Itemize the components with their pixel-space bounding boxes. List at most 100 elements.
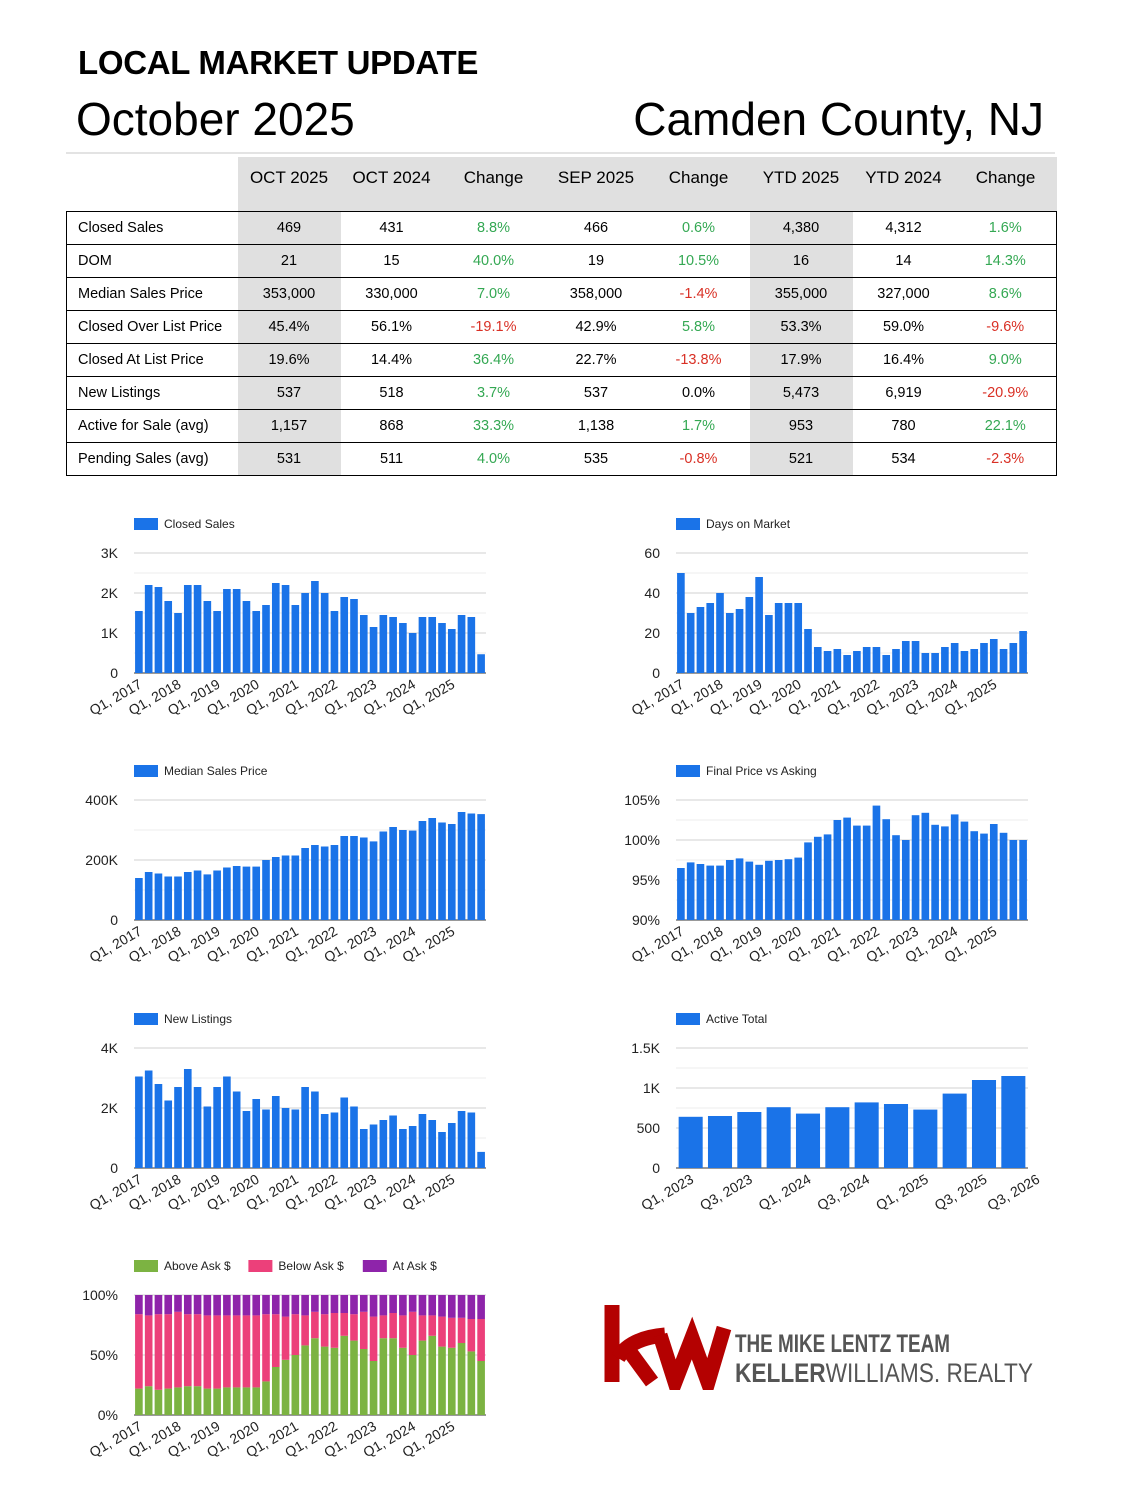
bar xyxy=(1009,643,1018,673)
bar xyxy=(271,583,280,673)
bar xyxy=(418,821,427,920)
bar xyxy=(1009,840,1018,920)
column-header: Change xyxy=(647,157,750,199)
change-cell: 36.4% xyxy=(442,343,545,377)
bar xyxy=(174,613,182,673)
table-row: Closed Over List Price 45.4% 56.1% -19.1% 42… xyxy=(66,310,1057,344)
bar-segment xyxy=(135,1314,143,1389)
legend-label: Below Ask $ xyxy=(278,1259,344,1273)
value-cell: 537 xyxy=(237,376,341,410)
y-tick-label: 1.5K xyxy=(631,1040,660,1056)
bar-segment xyxy=(477,1319,485,1361)
bar xyxy=(971,1080,997,1168)
bar-segment xyxy=(213,1388,221,1415)
bar-segment xyxy=(203,1315,212,1389)
change-cell: 40.0% xyxy=(442,244,545,278)
bar xyxy=(467,617,476,673)
brokerage-realty: . REALTY xyxy=(934,1358,1033,1388)
bar xyxy=(271,857,280,920)
bar-segment xyxy=(350,1295,358,1315)
bar xyxy=(941,647,949,673)
bar-segment xyxy=(174,1387,182,1415)
change-cell: 8.8% xyxy=(442,211,545,245)
y-tick-label: 90% xyxy=(632,912,660,928)
bar xyxy=(892,649,900,673)
y-tick-label: 1K xyxy=(643,1080,661,1096)
report-county: Camden County, NJ xyxy=(633,93,1044,145)
table-row: Pending Sales (avg) 531 511 4.0% 535 -0.8% 521… xyxy=(66,442,1057,476)
value-cell: 4,312 xyxy=(852,211,955,245)
value-cell: 42.9% xyxy=(544,310,648,344)
keller-williams-logo: THE MIKE LENTZ TEAM KELLERWILLIAMS. REAL… xyxy=(600,1300,1050,1406)
bar xyxy=(960,651,969,673)
bar-segment xyxy=(144,1315,153,1387)
bar xyxy=(477,654,485,673)
bar-segment xyxy=(135,1388,143,1415)
bar xyxy=(862,647,871,673)
bar xyxy=(911,641,920,673)
bar xyxy=(330,845,339,920)
bar xyxy=(467,813,476,920)
value-cell: 868 xyxy=(340,409,443,443)
median-sales-price-chart: Median Sales Price 0 200K 400K Q1, 2017 Q1, 2… xyxy=(66,752,506,982)
value-cell: 327,000 xyxy=(852,277,955,311)
bar xyxy=(813,647,822,673)
bar xyxy=(379,1120,388,1168)
bar-segment xyxy=(301,1345,309,1415)
bar xyxy=(457,1111,466,1168)
table-row: Closed At List Price 19.6% 14.4% 36.4% 22.7%… xyxy=(66,343,1057,377)
table-row: New Listings 537 518 3.7% 537 0.0% 5,473 6,919-… xyxy=(66,376,1057,410)
bar-segment xyxy=(174,1295,182,1312)
bar-segment xyxy=(281,1316,290,1360)
bar xyxy=(833,649,842,673)
legend-swatch xyxy=(134,518,158,530)
bar xyxy=(330,611,339,673)
value-cell: 45.4% xyxy=(237,310,341,344)
bar-segment xyxy=(262,1295,270,1315)
table-row: Median Sales Price 353,000 330,000 7.0% 358,… xyxy=(66,277,1057,311)
bar xyxy=(737,1112,762,1168)
bar xyxy=(428,818,437,920)
value-cell: 780 xyxy=(852,409,955,443)
legend-label: Closed Sales xyxy=(164,517,235,531)
bar xyxy=(154,1084,163,1168)
bar-segment xyxy=(242,1315,251,1388)
bar xyxy=(765,860,773,920)
value-cell: 5,473 xyxy=(749,376,853,410)
bar xyxy=(1019,631,1027,673)
x-tick-label: Q3, 2023 xyxy=(697,1171,755,1214)
bar xyxy=(291,605,300,673)
row-label: Closed At List Price xyxy=(66,343,238,377)
bar xyxy=(766,1107,791,1168)
bar xyxy=(203,874,212,920)
bar xyxy=(350,599,358,673)
bar xyxy=(291,855,300,920)
bar-segment xyxy=(183,1295,192,1315)
bar xyxy=(696,864,705,920)
bar-segment xyxy=(457,1343,466,1415)
bar xyxy=(193,870,202,920)
bar-segment xyxy=(379,1338,388,1415)
change-cell: 0.0% xyxy=(647,376,750,410)
table-row: Closed Sales 469 431 8.8% 466 0.6% 4,380 4,312 1… xyxy=(66,211,1057,245)
x-tick-label: Q1, 2024 xyxy=(756,1171,814,1214)
bar-segment xyxy=(330,1313,339,1348)
bar-segment xyxy=(467,1319,476,1352)
bar xyxy=(193,1087,202,1168)
change-cell: -19.1% xyxy=(442,310,545,344)
bar-segment xyxy=(399,1295,407,1316)
legend-label: New Listings xyxy=(164,1012,232,1026)
bar xyxy=(825,1107,850,1168)
bar xyxy=(989,639,998,673)
table-row: DOM 21 15 40.0% 19 10.5% 16 14 14.3% xyxy=(66,244,1057,278)
bar xyxy=(223,1076,231,1168)
bar-segment xyxy=(154,1389,163,1415)
bar-segment xyxy=(213,1295,221,1316)
value-cell: 59.0% xyxy=(852,310,955,344)
bar xyxy=(320,846,329,920)
bar-segment xyxy=(369,1361,378,1415)
bar xyxy=(921,812,930,920)
bar-segment xyxy=(447,1317,456,1348)
legend-label: Above Ask $ xyxy=(164,1259,231,1273)
bar-segment xyxy=(418,1295,427,1316)
